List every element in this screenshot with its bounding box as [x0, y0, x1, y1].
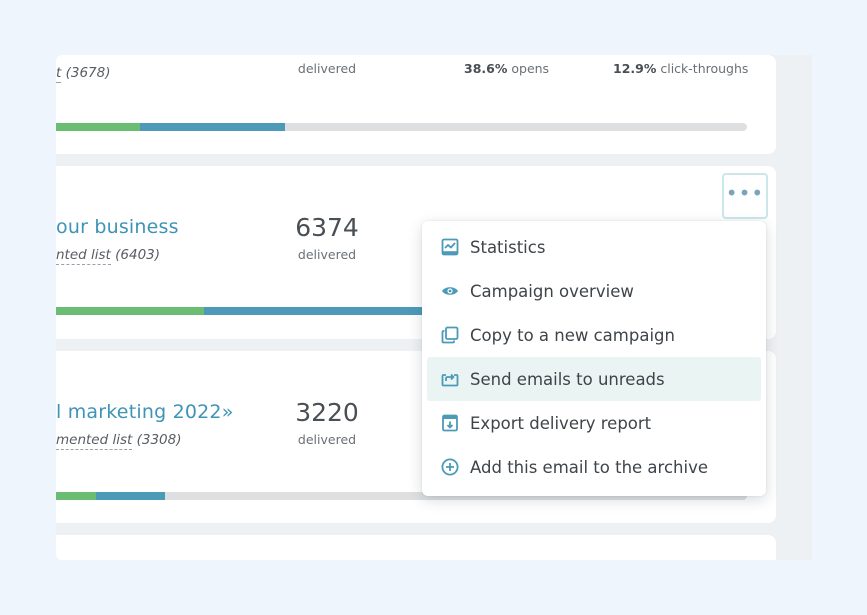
menu-item-send-unreads[interactable]: Send emails to unreads	[427, 357, 761, 401]
recipient-list-info: nted list (6403)	[56, 247, 161, 265]
export-icon	[440, 413, 460, 433]
more-actions-button[interactable]: •••	[722, 173, 768, 219]
progress-opened-segment	[56, 307, 204, 315]
delivered-count: 3220	[295, 398, 359, 427]
campaign-card[interactable]: t (3678) delivered 38.6% opens 12.9% cli…	[56, 55, 776, 154]
statistics-icon	[440, 237, 460, 257]
menu-item-label: Send emails to unreads	[470, 369, 665, 389]
progress-delivered-segment	[140, 123, 285, 131]
recipient-list-link[interactable]: mented list	[56, 432, 133, 450]
menu-item-label: Statistics	[470, 237, 546, 257]
menu-item-export-report[interactable]: Export delivery report	[427, 401, 761, 445]
delivery-progress-bar	[56, 307, 747, 315]
delivered-label: delivered	[297, 432, 357, 447]
progress-opened-segment	[56, 123, 141, 131]
recipient-list-link[interactable]: t	[56, 65, 62, 83]
menu-item-label: Copy to a new campaign	[470, 325, 675, 345]
recipient-list-count: (3308)	[136, 432, 182, 448]
clicks-label: click-throughs	[660, 61, 749, 76]
delivered-label: delivered	[297, 61, 357, 76]
recipient-list-count: (6403)	[115, 247, 161, 263]
campaign-card[interactable]	[56, 535, 776, 560]
menu-item-label: Campaign overview	[470, 281, 634, 301]
recipient-list-info: mented list (3308)	[56, 432, 182, 450]
recipient-list-link[interactable]: nted list	[56, 247, 111, 265]
delivered-label: delivered	[297, 247, 357, 262]
progress-delivered-segment	[96, 492, 166, 500]
progress-delivered-segment	[203, 307, 471, 315]
menu-item-add-to-archive[interactable]: Add this email to the archive	[427, 445, 761, 489]
menu-item-copy-campaign[interactable]: Copy to a new campaign	[427, 313, 761, 357]
delivery-progress-bar	[56, 123, 747, 131]
eye-icon	[440, 281, 460, 301]
opens-stat: 38.6% opens	[464, 61, 549, 76]
progress-opened-segment	[56, 492, 97, 500]
clicks-percent: 12.9%	[613, 61, 657, 76]
opens-percent: 38.6%	[464, 61, 508, 76]
campaign-title[interactable]: our business	[56, 216, 179, 238]
recipient-list-count: (3678)	[65, 65, 111, 81]
add-circle-icon	[440, 457, 460, 477]
menu-item-label: Add this email to the archive	[470, 457, 708, 477]
campaign-actions-menu: Statistics Campaign overview Copy to a n…	[422, 221, 766, 496]
delivery-progress-bar	[56, 492, 747, 500]
menu-item-campaign-overview[interactable]: Campaign overview	[427, 269, 761, 313]
opens-label: opens	[511, 61, 550, 76]
menu-item-label: Export delivery report	[470, 413, 652, 433]
campaign-title[interactable]: l marketing 2022»	[56, 401, 234, 423]
clicks-stat: 12.9% click-throughs	[613, 61, 748, 76]
resend-icon	[440, 369, 460, 389]
recipient-list-info: t (3678)	[56, 65, 111, 83]
more-horizontal-icon: •••	[725, 181, 765, 205]
menu-item-statistics[interactable]: Statistics	[427, 225, 761, 269]
copy-icon	[440, 325, 460, 345]
delivered-count: 6374	[295, 213, 359, 242]
